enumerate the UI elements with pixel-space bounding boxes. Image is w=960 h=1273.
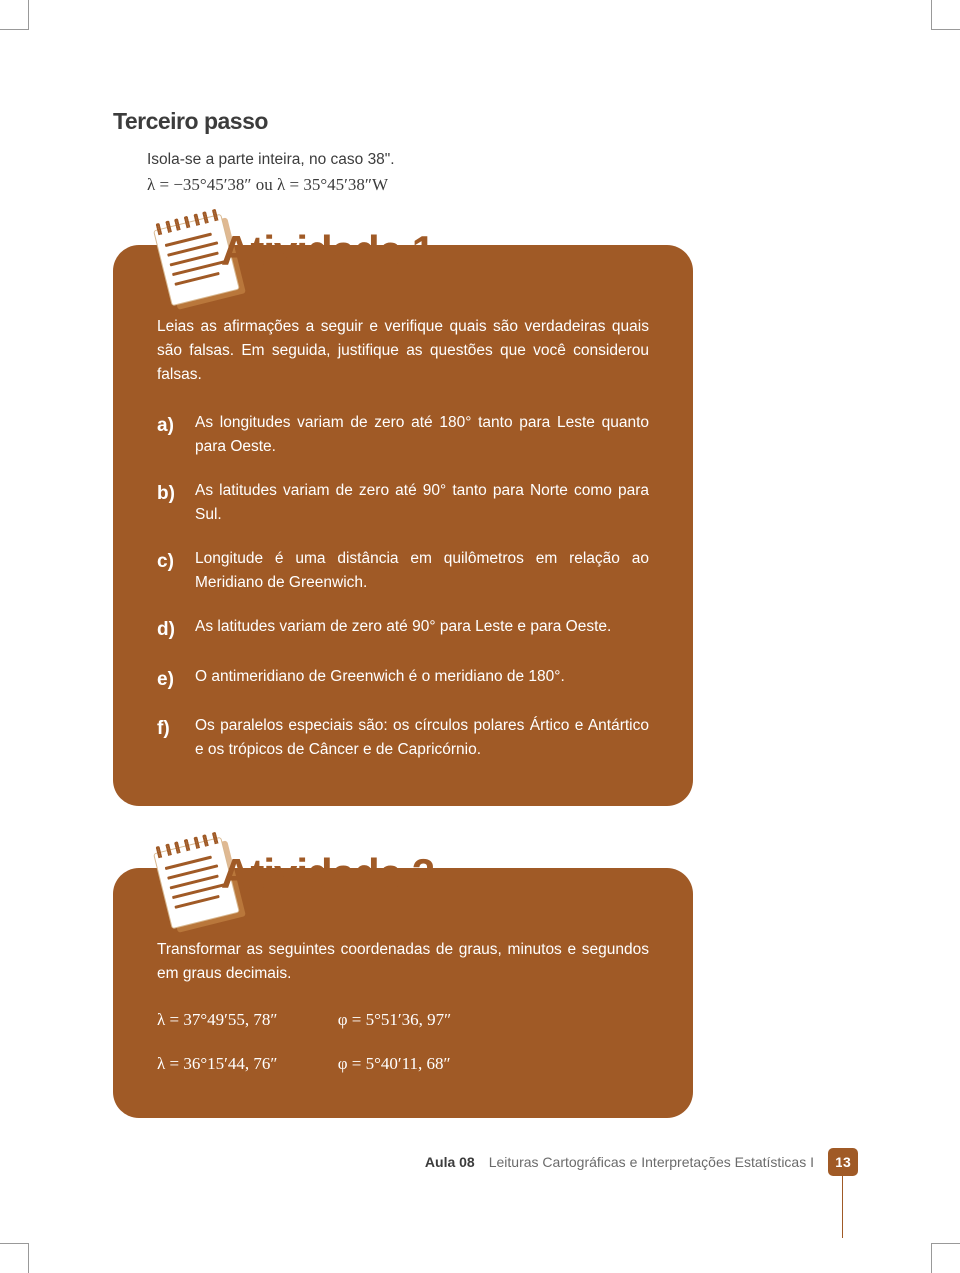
- item-marker: f): [157, 714, 195, 762]
- page-footer: Aula 08 Leituras Cartográficas e Interpr…: [425, 1148, 858, 1176]
- footer-subtitle: Leituras Cartográficas e Interpretações …: [489, 1154, 814, 1170]
- footer-aula: Aula 08: [425, 1154, 475, 1170]
- activity-1-lead: Leias as afirmações a seguir e verifique…: [157, 315, 649, 387]
- page-number-badge: 13: [828, 1148, 858, 1176]
- list-item: e) O antimeridiano de Greenwich é o meri…: [157, 665, 649, 694]
- item-text: Longitude é uma distância em quilômetros…: [195, 547, 649, 595]
- item-marker: b): [157, 479, 195, 527]
- coord-a: λ = 37°49′55, 78″: [157, 1010, 277, 1029]
- list-item: a) As longitudes variam de zero até 180°…: [157, 411, 649, 459]
- activity-2: Atividade 2 Transformar as seguintes coo…: [113, 868, 813, 1118]
- item-marker: a): [157, 411, 195, 459]
- section-formula: λ = −35°45′38″ ou λ = 35°45′38″W: [147, 175, 813, 195]
- coord-b: φ = 5°40′11, 68″: [338, 1054, 451, 1074]
- item-text: As latitudes variam de zero até 90° tant…: [195, 479, 649, 527]
- item-marker: c): [157, 547, 195, 595]
- activity-1-card: Leias as afirmações a seguir e verifique…: [113, 245, 693, 806]
- activity-2-lead: Transformar as seguintes coordenadas de …: [157, 938, 649, 986]
- list-item: f) Os paralelos especiais são: os círcul…: [157, 714, 649, 762]
- section-intro: Isola-se a parte inteira, no caso 38".: [147, 151, 813, 169]
- crop-marks-bottom: [0, 1243, 960, 1273]
- activity-2-title: Atividade 2: [221, 850, 434, 898]
- list-item: b) As latitudes variam de zero até 90° t…: [157, 479, 649, 527]
- coord-b: φ = 5°51′36, 97″: [338, 1010, 452, 1030]
- list-item: d) As latitudes variam de zero até 90° p…: [157, 615, 649, 644]
- item-text: O antimeridiano de Greenwich é o meridia…: [195, 665, 649, 694]
- list-item: c) Longitude é uma distância em quilômet…: [157, 547, 649, 595]
- item-text: Os paralelos especiais são: os círculos …: [195, 714, 649, 762]
- item-text: As latitudes variam de zero até 90° para…: [195, 615, 649, 644]
- activity-1-title: Atividade 1: [221, 227, 434, 275]
- section-heading: Terceiro passo: [113, 108, 813, 135]
- coord-row: λ = 36°15′44, 76″ φ = 5°40′11, 68″: [157, 1054, 649, 1074]
- item-text: As longitudes variam de zero até 180° ta…: [195, 411, 649, 459]
- footer-accent-line: [842, 1148, 843, 1238]
- item-marker: d): [157, 615, 195, 644]
- item-marker: e): [157, 665, 195, 694]
- activity-1: Atividade 1 Leias as afirmações a seguir…: [113, 245, 813, 806]
- coord-row: λ = 37°49′55, 78″ φ = 5°51′36, 97″: [157, 1010, 649, 1030]
- coord-a: λ = 36°15′44, 76″: [157, 1054, 277, 1073]
- crop-marks-top: [0, 0, 960, 30]
